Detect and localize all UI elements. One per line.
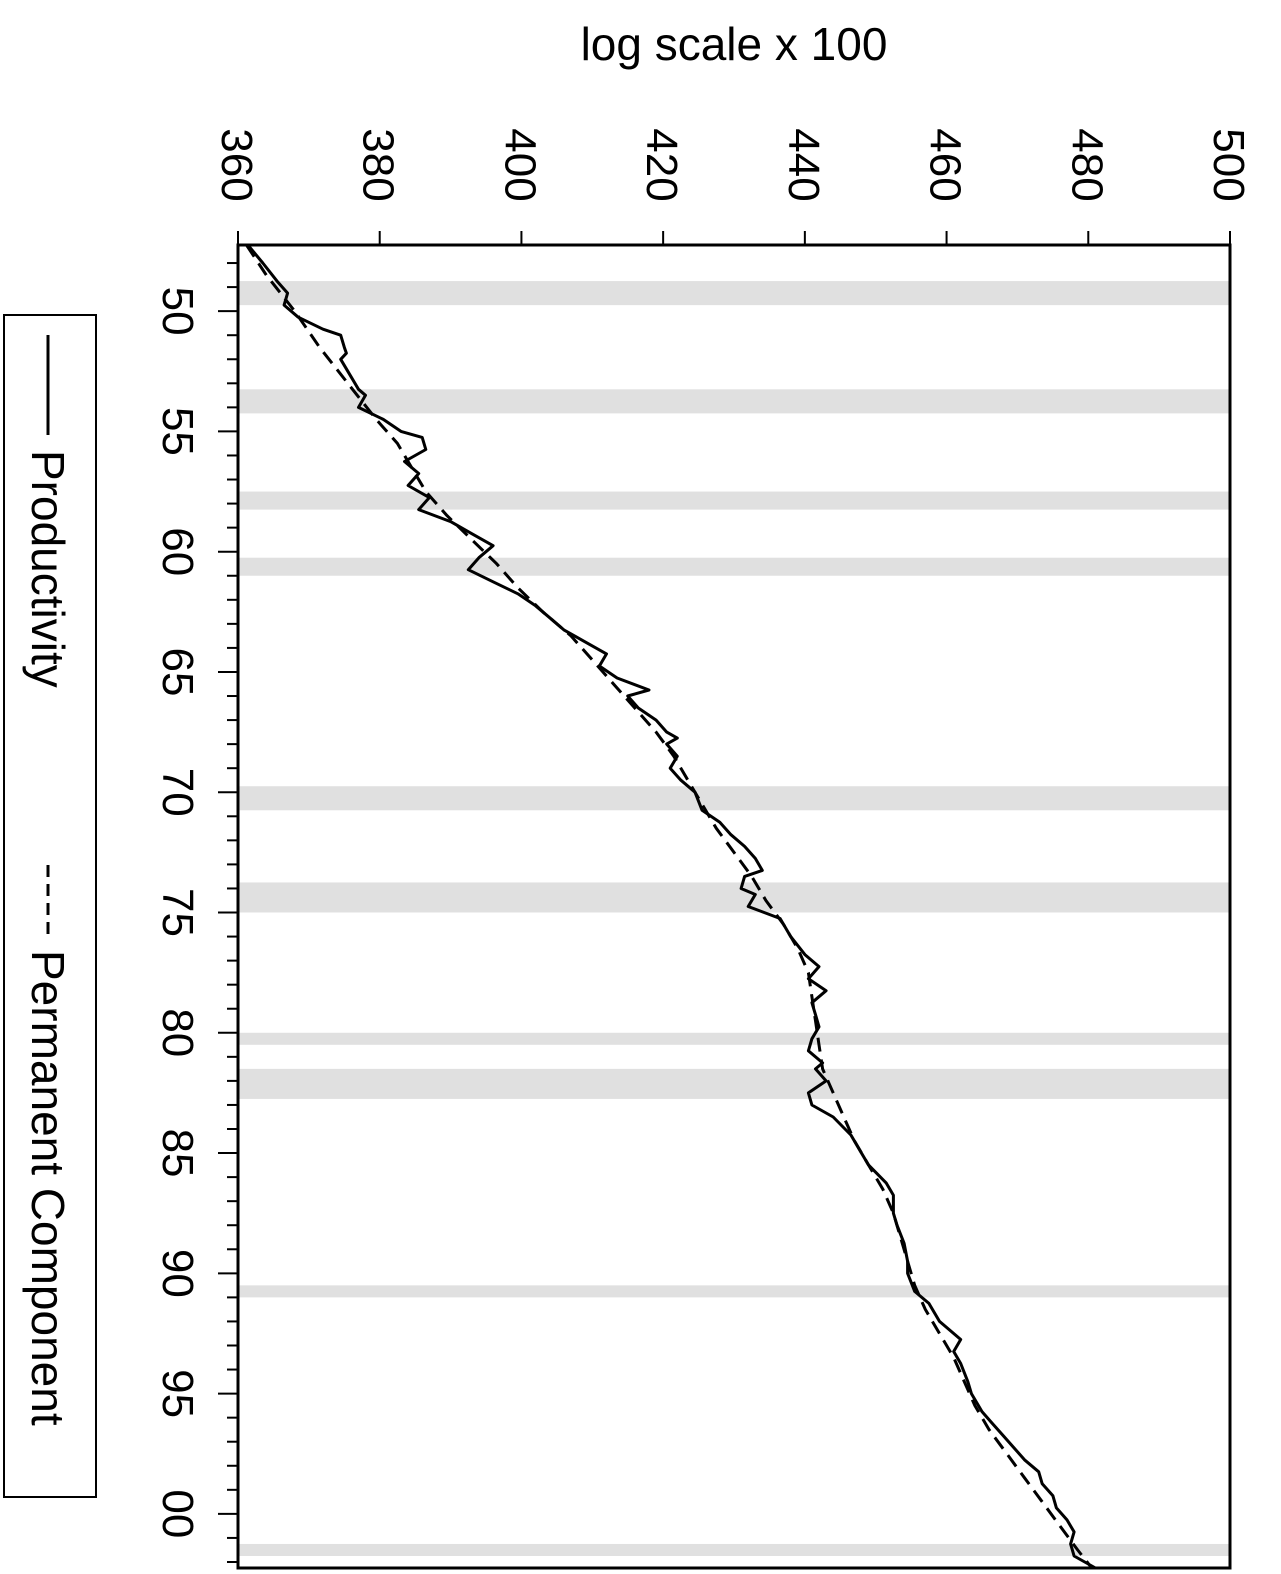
recession-band xyxy=(238,1068,1230,1099)
recession-band xyxy=(238,786,1230,811)
x-tick-label: 90 xyxy=(153,1249,202,1298)
recession-band xyxy=(238,281,1230,306)
y-tick-label: 460 xyxy=(921,128,970,201)
y-tick-label: 400 xyxy=(495,128,544,201)
plot-frame xyxy=(236,243,1232,1570)
x-tick-label: 95 xyxy=(153,1369,202,1418)
productivity-line xyxy=(246,244,1097,1570)
y-axis: 360 380 400 420 440 460 480 500 xyxy=(212,128,1253,245)
x-tick-label: 80 xyxy=(153,1008,202,1057)
series-lines xyxy=(245,244,1097,1570)
recession-band xyxy=(238,1285,1230,1298)
recession-band xyxy=(238,557,1230,576)
recession-band xyxy=(238,882,1230,913)
x-tick-label: 85 xyxy=(153,1129,202,1178)
legend: Productivity Permanent Component xyxy=(3,314,97,1498)
x-axis: 50 55 60 65 70 75 80 85 90 95 00 xyxy=(153,262,238,1563)
legend-label-productivity: Productivity xyxy=(22,450,74,688)
recession-bands xyxy=(238,281,1230,1556)
y-tick-label: 500 xyxy=(1204,128,1253,201)
chart-title: log scale x 100 xyxy=(581,18,888,70)
recession-band xyxy=(238,1032,1230,1045)
permanent-component-line xyxy=(245,244,1093,1569)
x-tick-label: 70 xyxy=(153,768,202,817)
recession-band xyxy=(238,1543,1230,1556)
x-tick-label: 55 xyxy=(153,407,202,456)
y-tick-label: 480 xyxy=(1062,128,1111,201)
x-tick-label: 60 xyxy=(153,527,202,576)
y-tick-label: 360 xyxy=(212,128,261,201)
x-tick-label: 75 xyxy=(153,888,202,937)
legend-label-permanent-component: Permanent Component xyxy=(22,950,74,1426)
recession-band xyxy=(238,491,1230,510)
y-tick-label: 440 xyxy=(779,128,828,201)
y-tick-label: 380 xyxy=(354,128,403,201)
recession-band xyxy=(238,389,1230,414)
legend-box xyxy=(3,314,97,1498)
x-tick-label: 50 xyxy=(153,287,202,336)
x-tick-label: 00 xyxy=(153,1489,202,1538)
x-tick-label: 65 xyxy=(153,647,202,696)
y-tick-label: 420 xyxy=(637,128,686,201)
